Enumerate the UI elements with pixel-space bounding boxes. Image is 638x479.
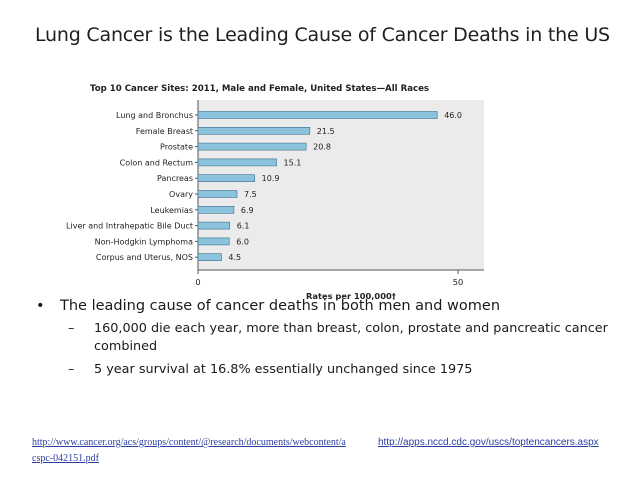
category-label: Lung and Bronchus xyxy=(116,111,193,120)
bullet-list: • The leading cause of cancer deaths in … xyxy=(36,296,616,384)
source-link-cdc[interactable]: http://apps.nccd.cdc.gov/uscs/toptencanc… xyxy=(378,437,599,448)
chart-svg: Top 10 Cancer Sites: 2011, Male and Fema… xyxy=(66,84,484,301)
x-ticks-layer: 0 50 xyxy=(195,270,463,287)
slide-title: Lung Cancer is the Leading Cause of Canc… xyxy=(35,24,610,46)
bar-value-label: 6.0 xyxy=(236,237,249,246)
x-tick-label: 0 xyxy=(195,277,200,287)
source-link-acs[interactable]: http://www.cancer.org/acs/groups/content… xyxy=(32,437,346,464)
bars-layer: Lung and Bronchus 46.0 Female Breast 21.5 Pr… xyxy=(66,111,462,262)
bar xyxy=(197,190,238,198)
bullet-sub-2: – 5 year survival at 16.8% essentially u… xyxy=(36,361,616,379)
bar-value-label: 15.1 xyxy=(284,158,302,167)
bullet-main-text: The leading cause of cancer deaths in bo… xyxy=(60,298,501,314)
category-label: Colon and Rectum xyxy=(120,158,194,167)
bar xyxy=(197,206,235,214)
bar xyxy=(197,111,438,119)
bar xyxy=(197,253,222,261)
bar-value-label: 6.1 xyxy=(237,222,250,231)
bar-value-label: 7.5 xyxy=(244,190,257,199)
category-label: Liver and Intrahepatic Bile Duct xyxy=(66,222,193,231)
bar-value-label: 4.5 xyxy=(228,253,241,262)
bullet-main: • The leading cause of cancer deaths in … xyxy=(36,296,616,316)
bar xyxy=(197,142,307,151)
dash-icon: – xyxy=(68,362,75,377)
category-label: Non-Hodgkin Lymphoma xyxy=(95,237,193,246)
cancer-bar-chart: Top 10 Cancer Sites: 2011, Male and Fema… xyxy=(46,72,486,304)
category-label: Ovary xyxy=(169,190,193,199)
x-tick-label: 50 xyxy=(453,277,464,287)
bar xyxy=(197,126,311,135)
bar xyxy=(197,158,277,167)
dash-icon: – xyxy=(68,321,75,336)
chart-title: Top 10 Cancer Sites: 2011, Male and Fema… xyxy=(90,84,429,94)
bullet-sub-1: – 160,000 die each year, more than breas… xyxy=(36,320,616,356)
bar-value-label: 10.9 xyxy=(262,174,280,183)
bullet-sub-1-text: 160,000 die each year, more than breast,… xyxy=(94,321,608,354)
category-label: Prostate xyxy=(160,143,193,152)
bar-value-label: 20.8 xyxy=(313,143,331,152)
category-label: Corpus and Uterus, NOS xyxy=(96,253,193,262)
bar xyxy=(197,221,231,230)
bar xyxy=(197,237,230,246)
bar-value-label: 46.0 xyxy=(444,111,462,120)
bar-value-label: 6.9 xyxy=(241,206,254,215)
category-label: Pancreas xyxy=(157,174,193,183)
x-axis-label: Rates per 100,000† xyxy=(306,291,396,301)
bar xyxy=(197,174,255,182)
bullet-dot-icon: • xyxy=(36,298,45,314)
category-label: Leukemias xyxy=(150,206,193,215)
category-label: Female Breast xyxy=(136,127,193,136)
bar-value-label: 21.5 xyxy=(317,127,335,136)
bullet-sub-2-text: 5 year survival at 16.8% essentially unc… xyxy=(94,362,473,377)
